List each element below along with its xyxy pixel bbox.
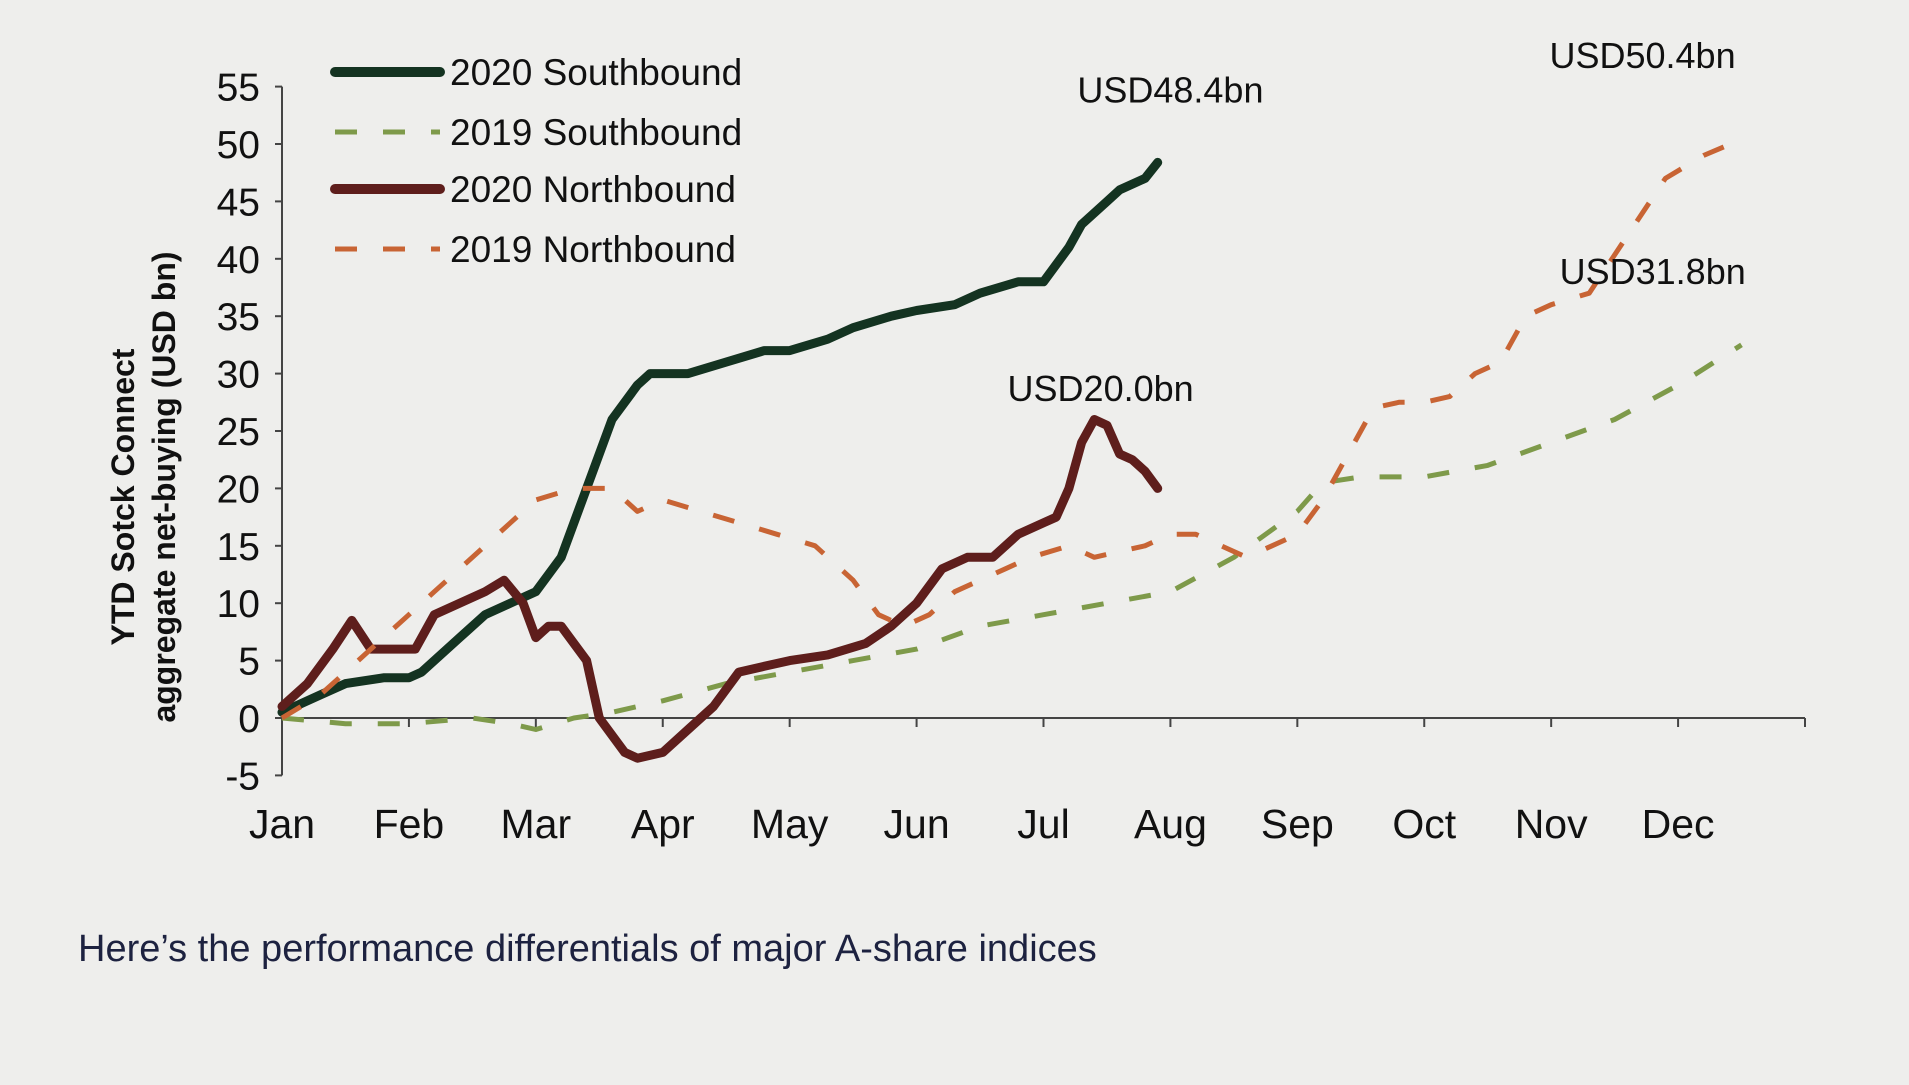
x-tick-label: Nov [1515, 801, 1588, 847]
y-tick-label: 15 [217, 526, 260, 569]
series-line-2020-northbound [277, 415, 1163, 763]
axes: -5 0 5 10 15 20 25 30 35 40 45 50 55 Jan Feb Mar Apr May J… [217, 67, 1806, 847]
value-annotation: USD31.8bn [1560, 251, 1746, 292]
series-line-2019-northbound [280, 137, 1743, 721]
y-tick-label: 45 [217, 181, 260, 224]
legend-label: 2019 Southbound [450, 112, 742, 153]
x-tick-label: Oct [1392, 801, 1456, 847]
annotations: USD48.4bn USD50.4bn USD31.8bn USD20.0bn [1008, 35, 1746, 409]
series-line-2020-southbound [277, 157, 1163, 717]
y-tick-label: 10 [217, 583, 260, 626]
y-tick-label: -5 [225, 755, 260, 798]
legend-label: 2020 Southbound [450, 52, 742, 93]
x-tick-label: Aug [1134, 801, 1207, 847]
caption: Here’s the performance differentials of … [78, 928, 1097, 970]
x-tick-label: May [751, 801, 829, 847]
y-tick-label: 5 [238, 641, 260, 684]
x-tick-label: Feb [374, 801, 445, 847]
x-tick-label: Apr [631, 801, 695, 847]
series-layer [277, 137, 1743, 763]
value-annotation: USD48.4bn [1077, 70, 1263, 111]
legend-label: 2020 Northbound [450, 169, 736, 210]
y-tick-label: 55 [217, 67, 260, 110]
y-tick-label: 25 [217, 411, 260, 454]
series-line-2019-southbound [281, 342, 1743, 732]
y-tick-label: 30 [217, 354, 260, 397]
y-tick-label: 0 [238, 698, 260, 741]
legend-label: 2019 Northbound [450, 229, 736, 270]
x-tick-label: Jun [884, 801, 950, 847]
x-tick-label: Dec [1642, 801, 1715, 847]
y-axis-label-line-2: aggregate net-buying (USD bn) [146, 251, 182, 722]
value-annotation: USD20.0bn [1008, 368, 1194, 409]
legend: 2020 Southbound 2019 Southbound 2020 North… [330, 52, 742, 270]
y-tick-label: 20 [217, 468, 260, 511]
y-axis-label-line-1: YTD Sotck Connect [105, 348, 141, 645]
y-tick-label: 40 [217, 239, 260, 282]
x-tick-label: Mar [501, 801, 572, 847]
y-tick-label: 50 [217, 124, 260, 167]
x-tick-label: Sep [1261, 801, 1334, 847]
x-tick-label: Jan [249, 801, 315, 847]
x-tick-label: Jul [1017, 801, 1069, 847]
value-annotation: USD50.4bn [1549, 35, 1735, 76]
y-tick-label: 35 [217, 296, 260, 339]
